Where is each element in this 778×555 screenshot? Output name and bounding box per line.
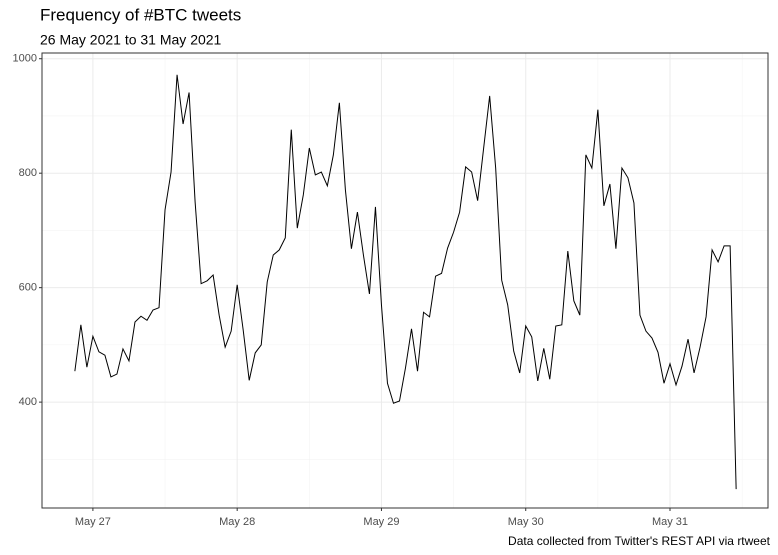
x-tick-label: May 29 — [363, 516, 399, 528]
y-tick-label: 800 — [19, 167, 37, 179]
line — [74, 74, 737, 490]
chart-title: Frequency of #BTC tweets — [40, 5, 241, 24]
y-tick-label: 600 — [19, 282, 37, 294]
caption: Data collected from Twitter's REST API v… — [508, 534, 771, 548]
panel-border — [41, 52, 769, 509]
x-tick-label: May 31 — [652, 516, 688, 528]
x-tick-label: May 27 — [75, 516, 111, 528]
x-tick-label: May 30 — [508, 516, 544, 528]
chart-subtitle: 26 May 2021 to 31 May 2021 — [40, 32, 222, 48]
y-tick-label: 400 — [19, 396, 37, 408]
x-tick-label: May 28 — [219, 516, 255, 528]
y-tick-label: 1000 — [13, 53, 37, 65]
